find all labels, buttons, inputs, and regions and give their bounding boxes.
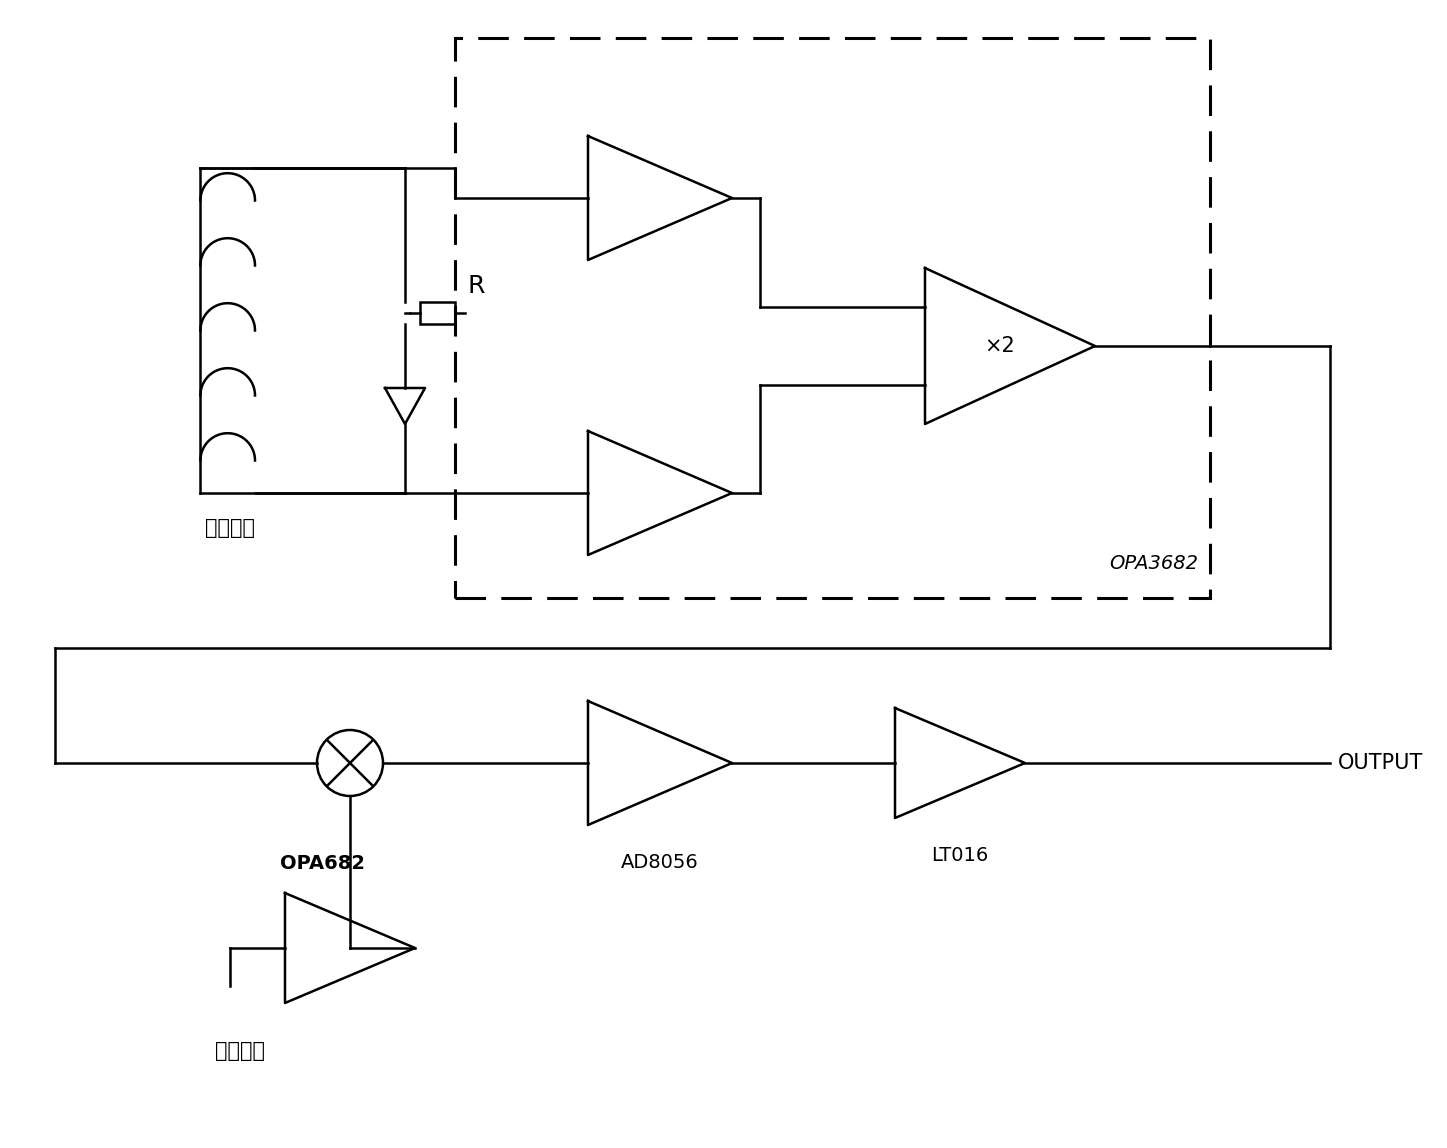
Text: 检测线圈: 检测线圈 <box>205 518 256 538</box>
Text: LT016: LT016 <box>932 846 988 864</box>
Text: R: R <box>467 274 485 298</box>
Text: OUTPUT: OUTPUT <box>1338 753 1424 773</box>
Text: 激励信号: 激励信号 <box>216 1041 265 1061</box>
Text: OPA682: OPA682 <box>281 854 365 872</box>
Bar <box>420 302 456 324</box>
Text: OPA3682: OPA3682 <box>1108 554 1198 573</box>
Text: AD8056: AD8056 <box>621 853 699 872</box>
Text: ×2: ×2 <box>984 336 1016 356</box>
